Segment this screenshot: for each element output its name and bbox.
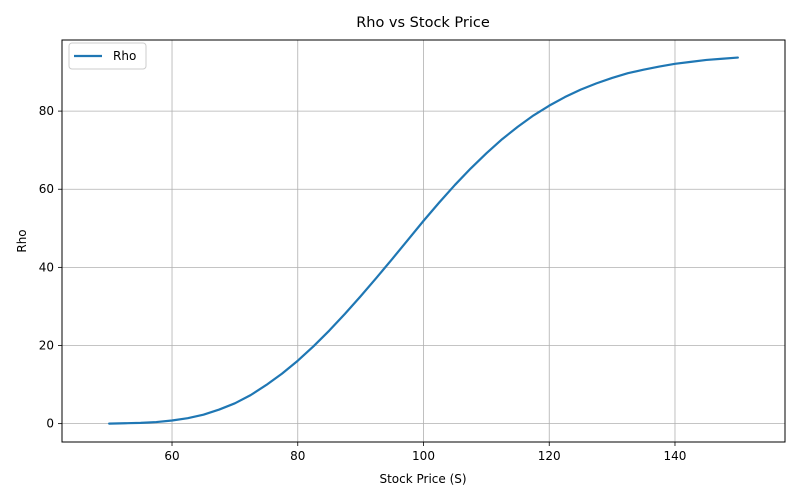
y-tick-label: 20 <box>39 339 54 353</box>
x-tick-label: 60 <box>164 449 179 463</box>
x-axis-label: Stock Price (S) <box>379 472 466 486</box>
y-tick-label: 40 <box>39 260 54 274</box>
x-tick-label: 140 <box>664 449 687 463</box>
y-tick-label: 0 <box>46 417 54 431</box>
x-tick-label: 100 <box>412 449 435 463</box>
legend-box <box>68 42 147 70</box>
x-axis-ticks: 60 80 100 120 140 <box>164 442 686 463</box>
grid-lines <box>62 40 785 442</box>
y-tick-label: 80 <box>39 104 54 118</box>
y-tick-label: 60 <box>39 182 54 196</box>
plot-area <box>108 56 739 425</box>
y-axis-ticks: 0 20 40 60 80 <box>39 104 62 431</box>
chart-title: Rho vs Stock Price <box>356 15 490 31</box>
series-line-rho <box>108 56 739 425</box>
y-axis-label: Rho <box>15 229 29 252</box>
legend: Rho <box>68 42 147 70</box>
x-tick-label: 80 <box>290 449 305 463</box>
x-tick-label: 120 <box>538 449 561 463</box>
legend-label-rho: Rho <box>113 49 136 63</box>
